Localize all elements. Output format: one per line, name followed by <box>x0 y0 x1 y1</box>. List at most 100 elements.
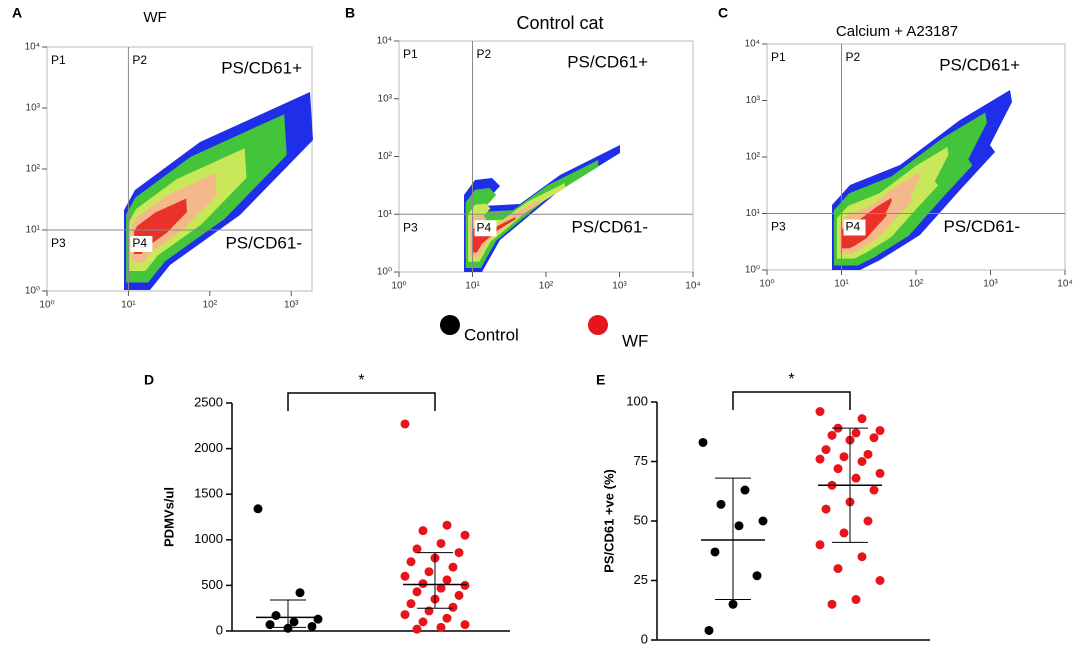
data-point <box>821 445 831 455</box>
data-point <box>454 590 464 600</box>
data-point <box>436 583 446 593</box>
data-point <box>460 580 470 590</box>
data-point <box>253 504 263 514</box>
quadrant-label: P2 <box>132 53 147 67</box>
quadrant-label: P4 <box>477 220 492 234</box>
data-point <box>418 526 428 536</box>
density-region <box>465 160 599 268</box>
y-tick-label: 500 <box>201 577 223 592</box>
y-tick-label: 0 <box>216 622 223 637</box>
y-tick-label: 10⁰ <box>377 267 392 278</box>
density-region <box>841 198 892 249</box>
panel-label: D <box>144 372 154 388</box>
panel-label: B <box>345 5 355 21</box>
data-point <box>863 449 873 459</box>
quadrant-label: P3 <box>403 220 418 234</box>
quadrant-label: P3 <box>51 236 66 250</box>
density-region <box>471 217 516 253</box>
data-point <box>442 613 452 623</box>
panel-label: C <box>718 5 728 21</box>
x-tick-label: 10³ <box>284 300 299 311</box>
density-region <box>468 183 565 262</box>
x-tick-label: 10⁴ <box>1057 279 1072 290</box>
data-point <box>313 614 323 624</box>
x-tick-label: 10⁰ <box>391 281 406 292</box>
data-point <box>815 540 825 550</box>
quadrant-label: P4 <box>132 236 147 250</box>
quadrant-label: P4 <box>846 220 861 234</box>
data-point <box>815 454 825 464</box>
y-tick-label: 2000 <box>194 440 223 455</box>
y-tick-label: 25 <box>634 572 648 587</box>
y-tick-label: 10² <box>746 152 761 163</box>
panel-label: A <box>12 5 22 21</box>
data-point <box>418 617 428 627</box>
panel-title: Control cat <box>516 13 603 33</box>
annotation: PS/CD61- <box>943 217 1020 236</box>
data-point <box>875 468 885 478</box>
label-bg <box>843 219 866 236</box>
y-tick-label: 10¹ <box>746 208 761 219</box>
data-point <box>851 428 861 438</box>
plot-frame <box>398 40 694 273</box>
panel-label: E <box>596 372 605 388</box>
y-tick-label: 10³ <box>26 103 41 114</box>
x-tick-label: 10³ <box>612 281 627 292</box>
x-tick-label: 10² <box>909 279 924 290</box>
data-point <box>857 457 867 466</box>
data-point <box>271 610 281 620</box>
data-point <box>418 579 428 589</box>
y-tick-label: 100 <box>626 393 648 408</box>
y-tick-label: 10¹ <box>378 209 393 220</box>
data-point <box>448 562 458 572</box>
data-point <box>412 587 422 597</box>
annotation: PS/CD61+ <box>221 58 302 77</box>
y-axis-label: PDMVs/ul <box>161 487 176 547</box>
y-tick-label: 0 <box>641 631 648 646</box>
data-point <box>460 530 470 540</box>
data-point <box>827 430 837 440</box>
data-point <box>400 610 410 620</box>
data-point <box>869 485 879 495</box>
y-tick-label: 10² <box>26 164 41 175</box>
data-point <box>875 576 885 585</box>
data-point <box>698 437 708 447</box>
data-point <box>875 426 885 436</box>
x-tick-label: 10⁰ <box>39 300 54 311</box>
data-point <box>448 602 458 612</box>
label-bg <box>474 220 497 237</box>
data-point <box>710 547 720 557</box>
quadrant-label: P1 <box>51 53 66 67</box>
data-point <box>839 452 849 462</box>
x-tick-label: 10¹ <box>121 300 136 311</box>
data-point <box>436 538 446 548</box>
data-point <box>833 464 843 474</box>
data-point <box>863 516 873 526</box>
legend-label: WF <box>622 331 648 350</box>
y-tick-label: 1500 <box>194 486 223 501</box>
data-point <box>412 544 422 554</box>
x-tick-label: 10² <box>203 300 218 311</box>
x-tick-label: 10⁰ <box>759 279 774 290</box>
label-bg <box>130 236 153 252</box>
y-tick-label: 10⁰ <box>745 265 760 276</box>
data-point <box>307 621 317 631</box>
significance-bracket <box>287 392 436 411</box>
annotation: PS/CD61- <box>225 233 302 252</box>
data-point <box>716 499 726 509</box>
data-point <box>704 625 714 635</box>
y-tick-label: 10² <box>378 151 393 162</box>
data-point <box>839 528 849 538</box>
data-point <box>752 571 762 581</box>
data-point <box>442 520 452 530</box>
annotation: PS/CD61+ <box>567 52 648 71</box>
data-point <box>454 548 464 558</box>
y-tick-label: 10⁴ <box>25 42 40 53</box>
quadrant-label: P1 <box>403 47 418 61</box>
data-point <box>734 521 744 531</box>
panel-title: WF <box>143 9 166 26</box>
data-point <box>412 624 422 634</box>
data-point <box>436 622 446 632</box>
data-point <box>758 516 768 526</box>
